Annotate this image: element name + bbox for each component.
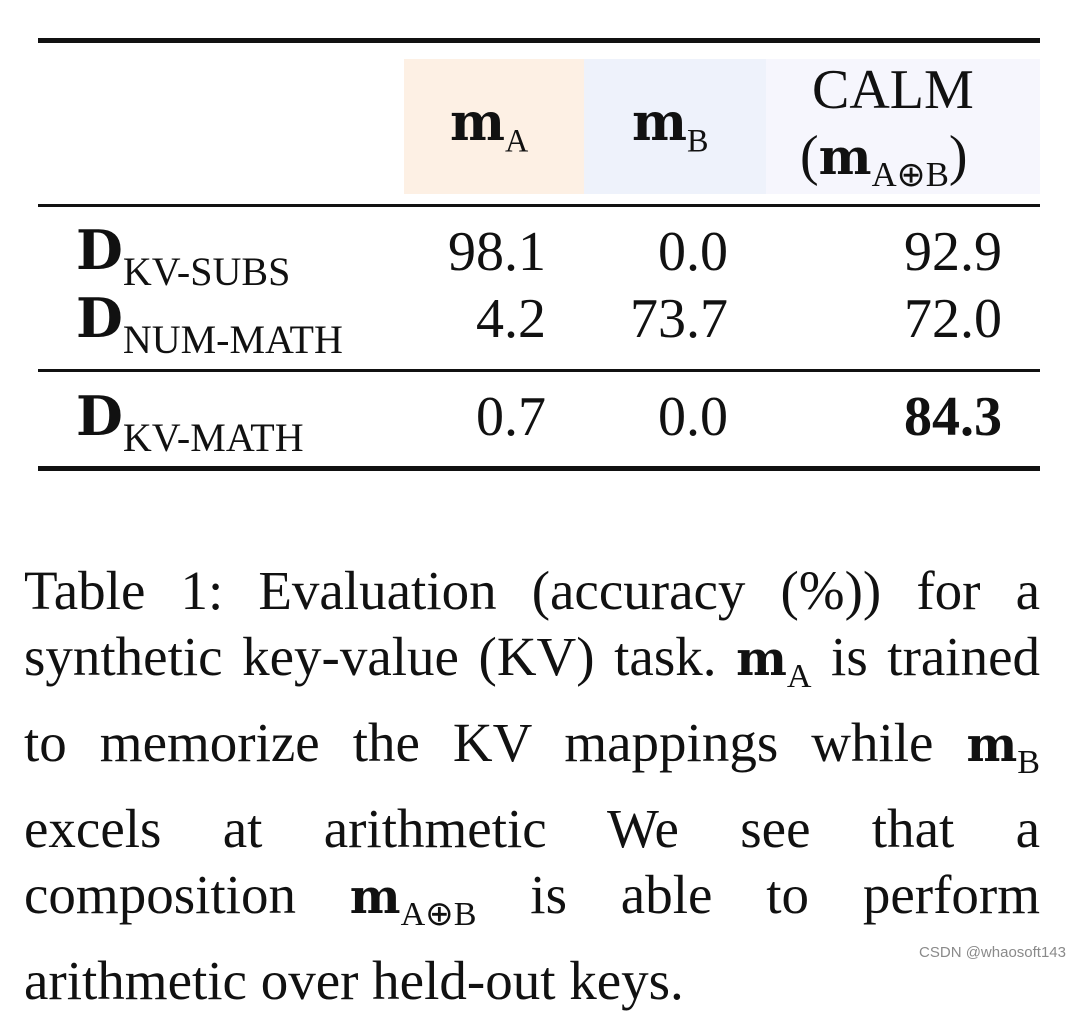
table-caption: Table 1: Evaluation (accuracy (%)) for a… <box>24 560 1040 1011</box>
row-label-num-math: DNUM-MATH <box>76 286 343 362</box>
header-calm-title: CALM <box>812 59 974 121</box>
header-rule <box>38 204 1040 207</box>
cell-kv-subs-mb: 0.0 <box>658 221 728 283</box>
cell-kv-math-calm: 84.3 <box>904 386 1002 448</box>
top-rule <box>38 38 1040 43</box>
mid-rule <box>38 369 1040 372</box>
header-cell-calm <box>766 59 1040 194</box>
cell-kv-math-mb: 0.0 <box>658 386 728 448</box>
header-mb: mB <box>632 92 709 159</box>
row-label-kv-math: DKV-MATH <box>76 384 304 460</box>
watermark: CSDN @whaosoft143 <box>919 944 1066 961</box>
cell-kv-subs-ma: 98.1 <box>448 221 546 283</box>
row-label-kv-subs: DKV-SUBS <box>76 218 291 294</box>
cell-num-math-mb: 73.7 <box>630 288 728 350</box>
header-cell-mb <box>584 59 766 194</box>
cell-num-math-ma: 4.2 <box>476 288 546 350</box>
cell-kv-subs-calm: 92.9 <box>904 221 1002 283</box>
header-calm-composition: (mA⊕B) <box>800 125 968 195</box>
cell-kv-math-ma: 0.7 <box>476 386 546 448</box>
header-ma: mA <box>450 92 529 159</box>
header-cell-ma <box>404 59 584 194</box>
cell-num-math-calm: 72.0 <box>904 288 1002 350</box>
bottom-rule <box>38 466 1040 471</box>
